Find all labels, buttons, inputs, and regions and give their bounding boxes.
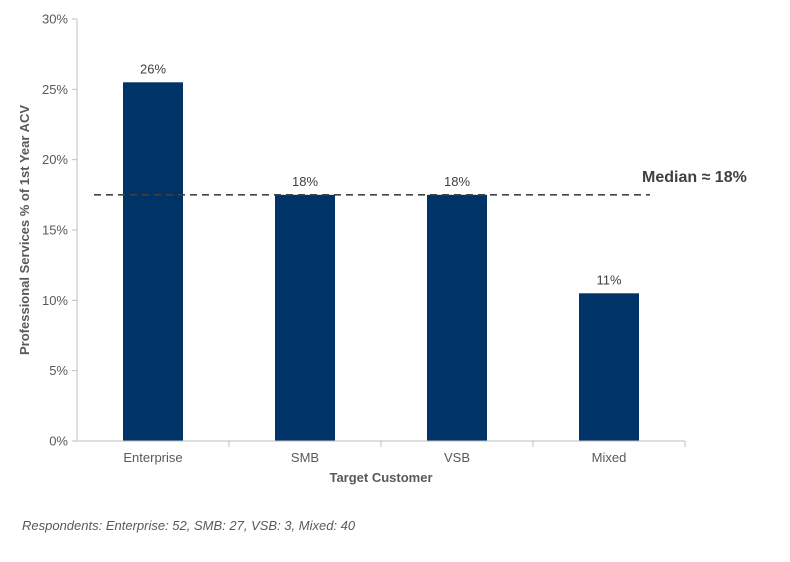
bar-chart: 0% 5% 10% 15% 20% 25% 30% 26% 18% 18% 11% Enterpr…: [17, 12, 747, 486]
x-tick-label-mixed: Mixed: [592, 450, 627, 465]
data-label-smb: 18%: [292, 174, 318, 189]
median-label: Median ≈ 18%: [642, 169, 747, 186]
y-tick-label: 30%: [42, 12, 68, 27]
y-tick-label: 20%: [42, 152, 68, 167]
y-tick-label: 5%: [49, 363, 68, 378]
y-tick-label: 0%: [49, 434, 68, 449]
x-tick-label-smb: SMB: [291, 450, 319, 465]
x-axis-title: Target Customer: [329, 470, 432, 485]
data-label-enterprise: 26%: [140, 61, 166, 76]
y-axis-title: Professional Services % of 1st Year ACV: [17, 105, 32, 355]
bar-mixed: [579, 293, 639, 441]
bars: [123, 82, 639, 442]
x-tick-label-vsb: VSB: [444, 450, 470, 465]
y-axis-ticks: 0% 5% 10% 15% 20% 25% 30%: [42, 12, 77, 449]
x-axis-separators: [228, 441, 686, 447]
x-axis-tick-labels: Enterprise SMB VSB Mixed: [123, 450, 626, 465]
data-labels: 26% 18% 18% 11%: [140, 61, 622, 287]
y-tick-label: 10%: [42, 293, 68, 308]
bar-smb: [275, 194, 335, 441]
bar-vsb: [427, 194, 487, 441]
data-label-mixed: 11%: [596, 272, 621, 287]
bar-enterprise: [123, 82, 183, 442]
y-tick-label: 15%: [42, 223, 68, 238]
data-label-vsb: 18%: [444, 174, 470, 189]
x-tick-label-enterprise: Enterprise: [123, 450, 182, 465]
y-tick-label: 25%: [42, 82, 68, 97]
respondents-footnote: Respondents: Enterprise: 52, SMB: 27, VS…: [22, 518, 356, 533]
